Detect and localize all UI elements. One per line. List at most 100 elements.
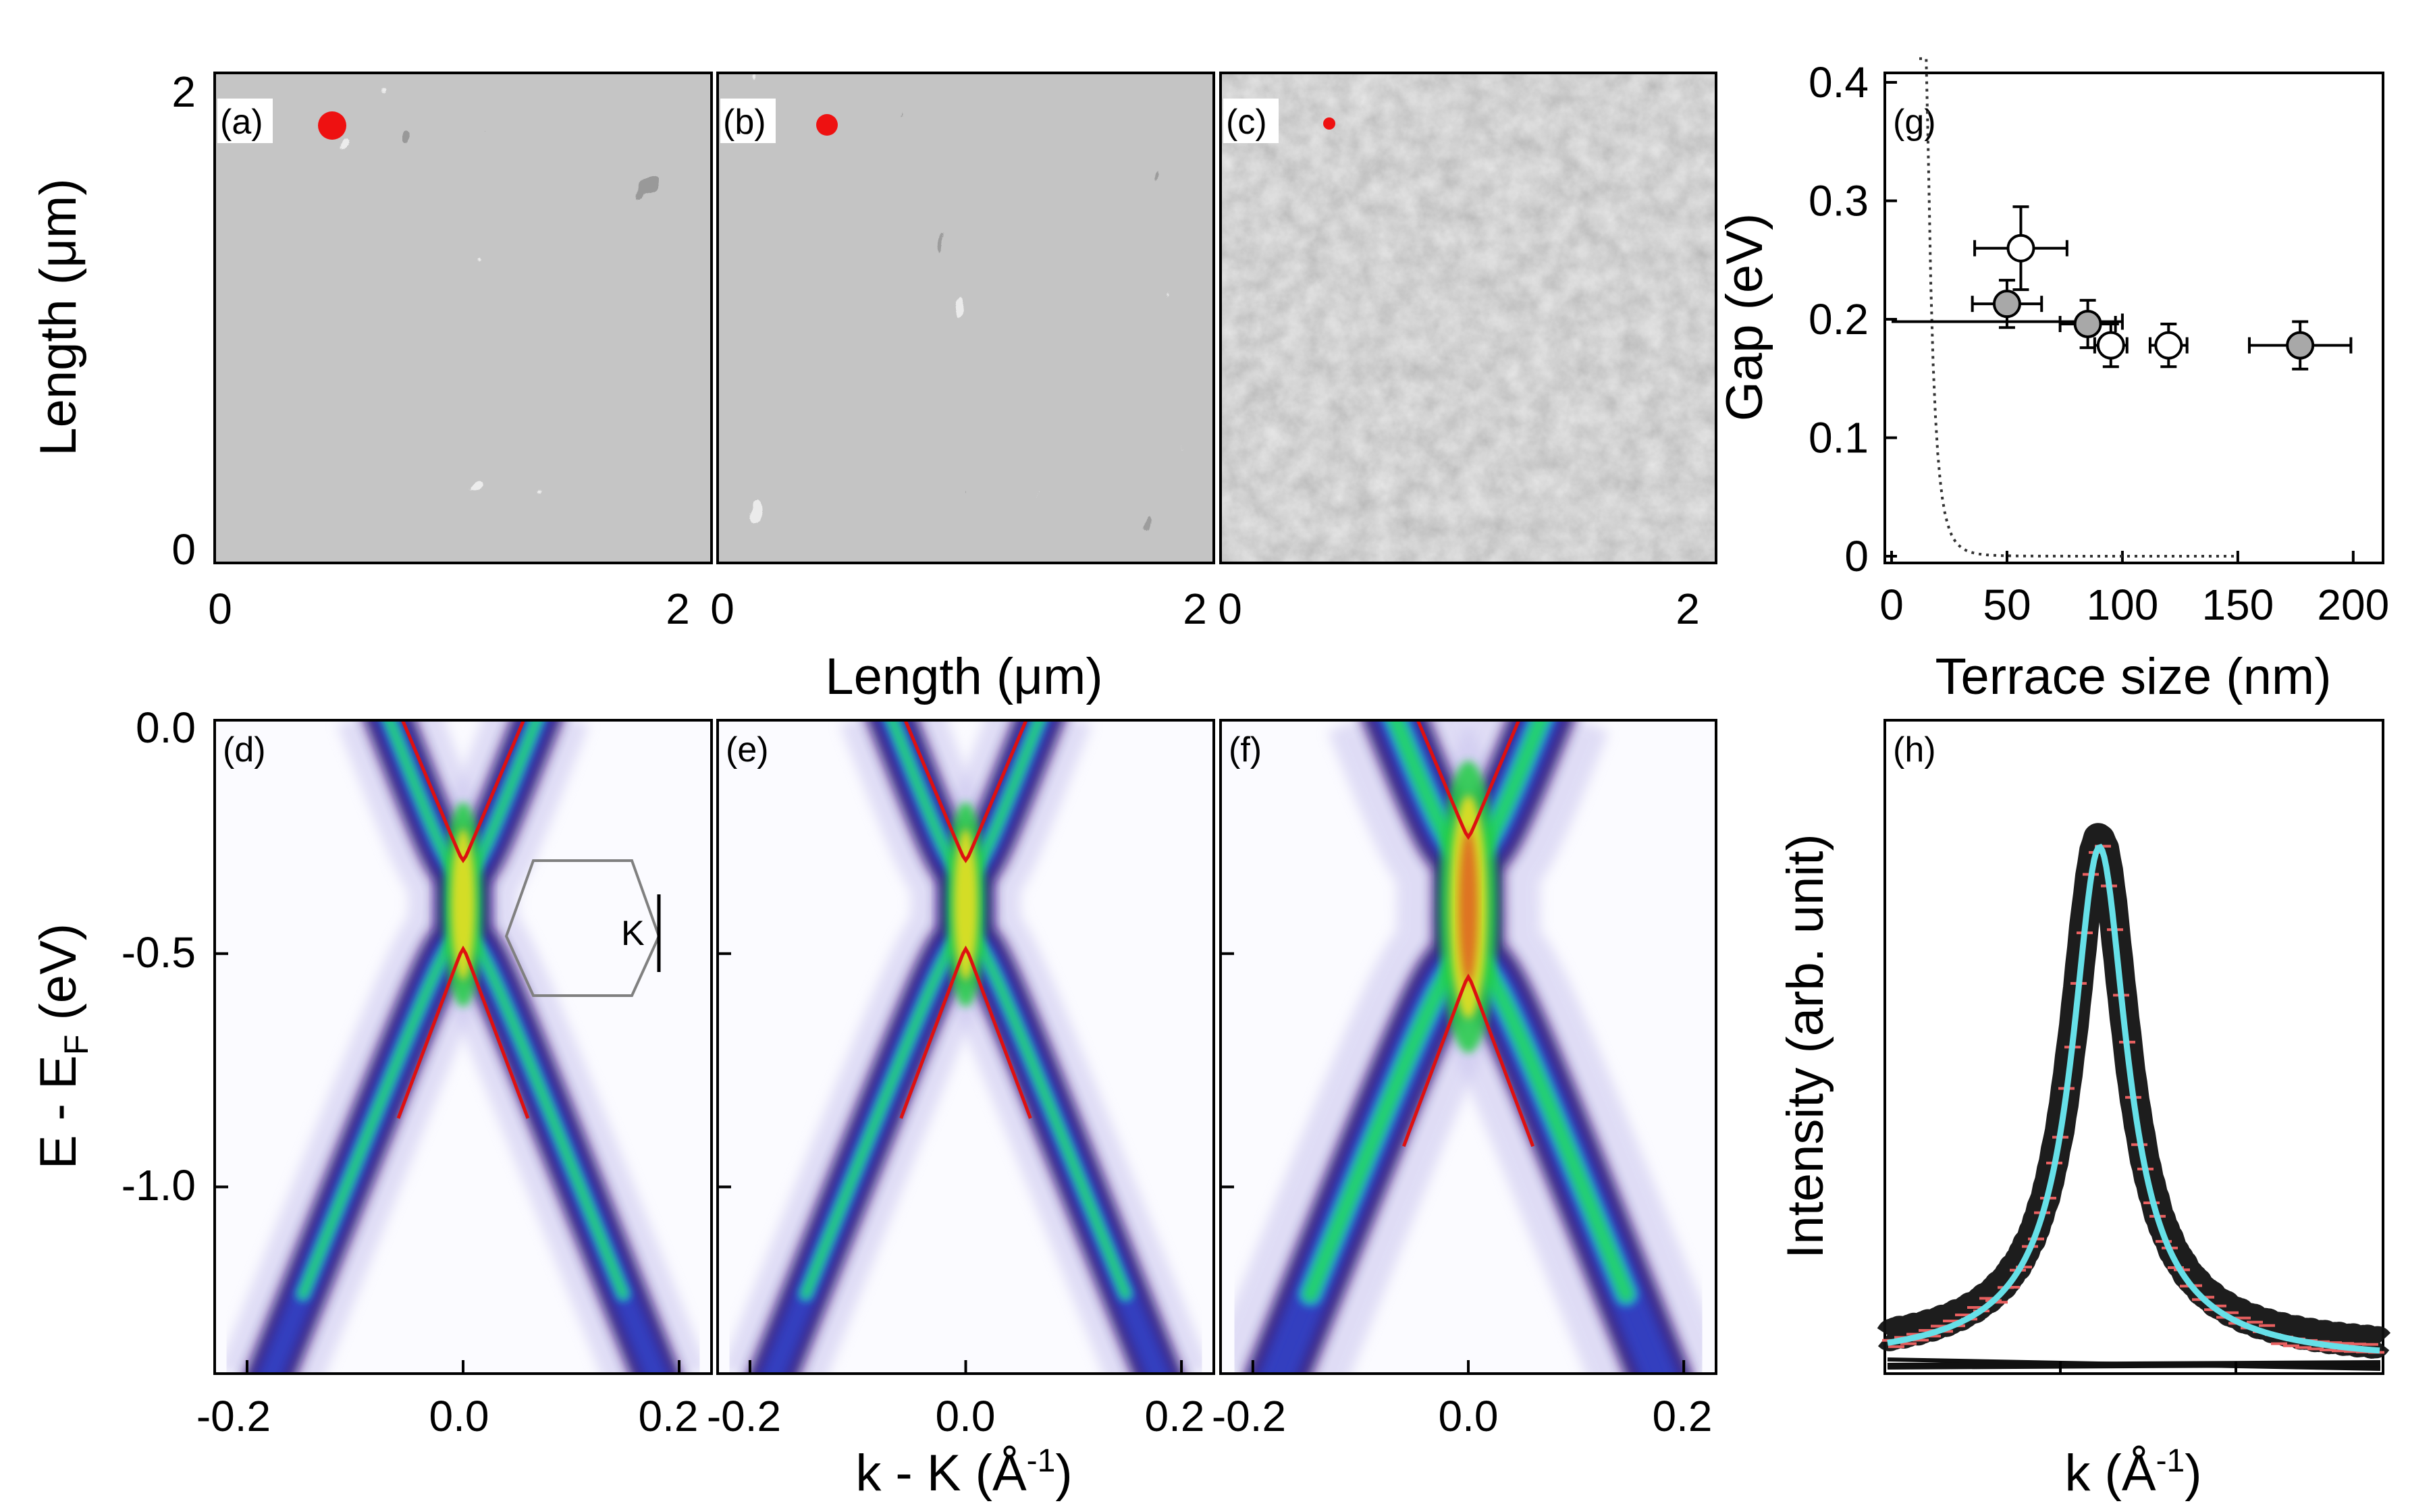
afm-image-c (1221, 73, 1716, 563)
label-bg-c (1223, 99, 1279, 143)
panel-h-ylabel: Intensity (arb. unit) (1777, 834, 1834, 1258)
g-point-open (2154, 331, 2183, 360)
afm-frame-c (1219, 72, 1717, 564)
panel-g-dotted-curve (1919, 57, 2238, 558)
afm-image-a (215, 73, 712, 563)
fit-curve-upper (903, 720, 1028, 863)
afm-xtick-b-2: 2 (1183, 585, 1207, 633)
panel-label-g: (g) (1893, 103, 1936, 142)
panel-label-h: (h) (1893, 730, 1936, 770)
arpes-ytick-0: 0.0 (136, 703, 196, 752)
arpes-xtick-f-p: 0.2 (1653, 1392, 1713, 1440)
g-ytick-label: 0.1 (1809, 414, 1869, 462)
panel-g-ticks: 0 50 100 150 200 0 0.1 0.2 0.3 0.4 (1809, 58, 2389, 629)
arpes-ytick-05: -0.5 (122, 928, 196, 977)
label-bg-b (720, 99, 776, 143)
dirac-glow-yellow (451, 829, 475, 981)
panel-g-ylabel: Gap (eV) (1716, 213, 1773, 421)
arpes-xtick-d-m: -0.2 (196, 1392, 271, 1440)
panel-label-f: (f) (1229, 730, 1262, 770)
arpes-image-f (1221, 720, 1716, 1374)
g-xtick-label: 200 (2317, 580, 2389, 629)
panel-label-c: (c) (1226, 103, 1267, 142)
g-point-filled (2073, 310, 2102, 339)
afm-image-b (718, 73, 1214, 563)
dirac-glow-orange (1459, 830, 1478, 984)
panel-label-e: (e) (726, 730, 769, 770)
arpes-image-d (218, 720, 708, 1374)
arpes-xlabel-main: k - K (Å (855, 1444, 1027, 1502)
arpes-ylabel: E - EF (eV) (30, 923, 95, 1169)
afm-xtick-b-0: 0 (710, 585, 734, 633)
afm-xtick-a-0: 0 (208, 585, 232, 633)
panel-g-xlabel: Terrace size (nm) (1935, 648, 2332, 705)
arpes-ylabel-main: E - E (30, 1055, 87, 1169)
g-ytick-label: 0 (1844, 532, 1869, 580)
arpes-xtick-d-0: 0.0 (429, 1392, 489, 1440)
fit-curve-lower (396, 945, 530, 1119)
arpes-xtick-e-p: 0.2 (1145, 1392, 1205, 1440)
panel-h-xlabel-tail: ) (2185, 1444, 2201, 1502)
fit-curve-upper (400, 720, 526, 863)
panel-h-content (1875, 823, 2392, 1374)
arpes-ylabel-tail: (eV) (30, 923, 87, 1035)
afm-frame-b (716, 72, 1215, 564)
g-ytick-label: 0.4 (1809, 58, 1869, 107)
arpes-panels: (d) (e) (f) K 0.0 -0.5 -1.0 -0.2 0.0 0.2… (30, 703, 1717, 1502)
afm-panels: (a) (b) (c) 2 0 0 2 0 2 0 2 Length (μm) … (30, 68, 1717, 705)
afm-ylabel: Length (μm) (30, 178, 87, 456)
arpes-band-right (1465, 720, 1634, 1302)
panel-label-b: (b) (723, 103, 766, 142)
g-xtick-label: 100 (2087, 580, 2159, 629)
k-point-label: K (621, 914, 645, 953)
afm-xtick-c-0: 0 (1218, 585, 1242, 633)
g-point-open (2006, 234, 2035, 263)
g-point-filled (1992, 290, 2021, 319)
panel-h: (h) Intensity (arb. unit) k (Å-1) (1777, 719, 2392, 1502)
arpes-band-left (801, 720, 966, 1299)
g-xtick-label: 0 (1879, 580, 1904, 629)
panel-label-a: (a) (220, 103, 263, 142)
h-fit-curve (1887, 844, 2380, 1354)
arpes-ylabel-sub: F (57, 1035, 95, 1056)
g-point-filled (2286, 331, 2315, 360)
arpes-xtick-e-0: 0.0 (936, 1392, 996, 1440)
h-baseline-2 (1887, 1357, 2381, 1371)
afm-xtick-a-2: 2 (666, 585, 690, 633)
arpes-ytick-10: -1.0 (122, 1161, 196, 1210)
arpes-image-e (721, 720, 1210, 1374)
g-ytick-label: 0.3 (1809, 177, 1869, 225)
panel-g-points (1892, 205, 2353, 371)
spot-marker-c (1323, 117, 1335, 130)
afm-ytick-2: 2 (171, 68, 196, 116)
label-bg-a (217, 99, 273, 143)
panel-label-d: (d) (223, 730, 266, 770)
spot-marker-a (318, 111, 346, 140)
afm-xlabel: Length (μm) (825, 648, 1102, 705)
arpes-xlabel-sup: -1 (1027, 1443, 1056, 1479)
arpes-xtick-d-p: 0.2 (639, 1392, 699, 1440)
arpes-xtick-f-0: 0.0 (1439, 1392, 1499, 1440)
panel-h-xlabel-main: k (Å (2064, 1444, 2156, 1502)
afm-frame-a (213, 72, 713, 564)
panel-g: (g) 0 50 100 150 200 0 0.1 0.2 0.3 0.4 Gap (eV) T… (1716, 57, 2389, 705)
g-xtick-label: 150 (2201, 580, 2274, 629)
afm-ytick-0: 0 (171, 525, 196, 574)
dirac-glow-yellow (953, 829, 978, 981)
arpes-xtick-f-m: -0.2 (1212, 1392, 1286, 1440)
g-xtick-label: 50 (1983, 580, 2031, 629)
panel-h-xlabel: k (Å-1) (2064, 1443, 2201, 1502)
arpes-ticks (215, 719, 1686, 1374)
afm-xtick-c-2: 2 (1676, 585, 1700, 633)
arpes-band-left (1303, 720, 1472, 1302)
fit-curve-upper (1416, 720, 1521, 840)
arpes-xlabel: k - K (Å-1) (855, 1443, 1072, 1502)
g-ytick-label: 0.2 (1809, 295, 1869, 344)
arpes-xtick-e-m: -0.2 (707, 1392, 781, 1440)
arpes-band-right (463, 720, 628, 1299)
arpes-band-right (965, 720, 1130, 1299)
fit-curve-lower (1401, 973, 1535, 1148)
panel-g-frame (1883, 72, 2384, 564)
panel-h-xlabel-sup: -1 (2156, 1443, 2185, 1479)
